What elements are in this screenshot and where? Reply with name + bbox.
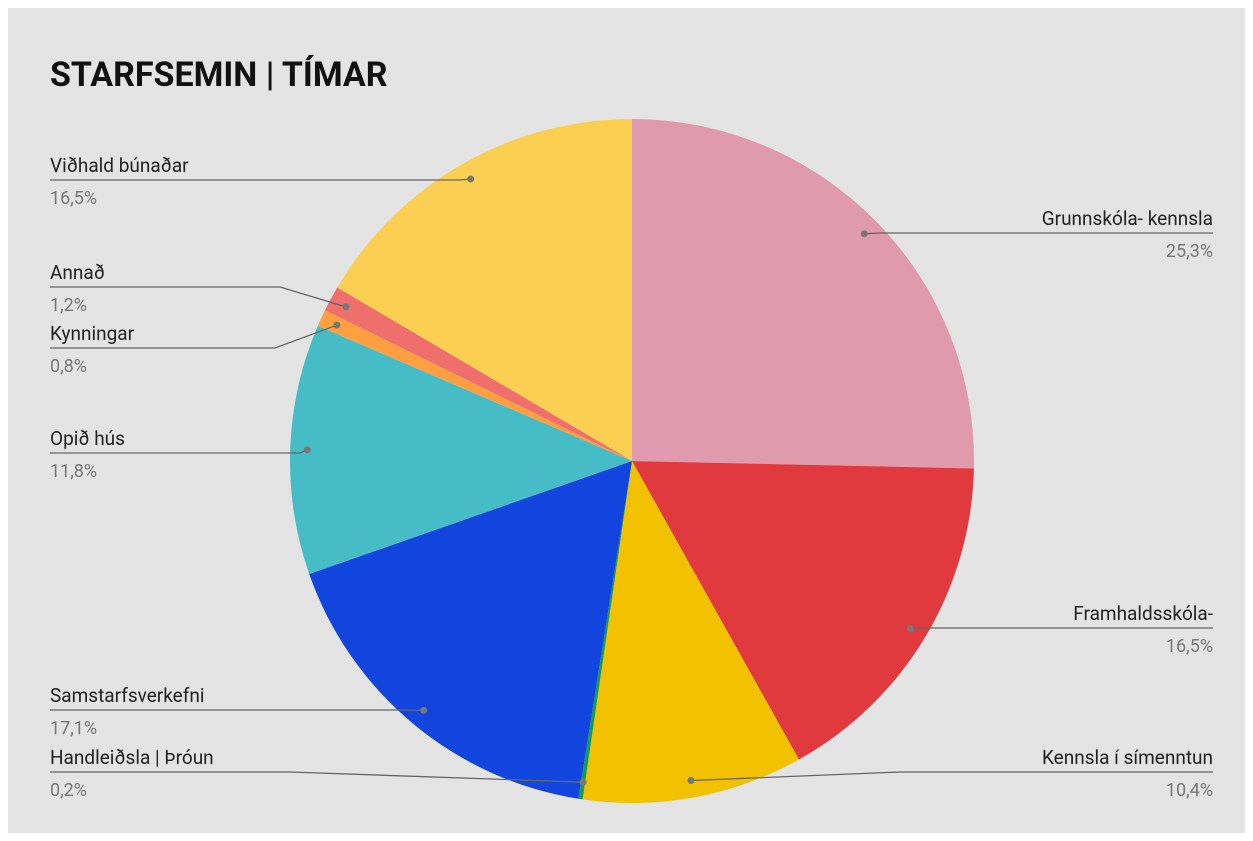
slice-label: Viðhald búnaðar xyxy=(50,154,189,177)
value-label: 1,2% xyxy=(50,295,87,316)
value-label: 16,5% xyxy=(1166,636,1213,657)
value-label: 25,3% xyxy=(1166,241,1213,262)
leader-line xyxy=(50,286,347,308)
leader-dot xyxy=(687,776,695,784)
chart-title: STARFSEMIN | TÍMAR xyxy=(50,55,388,95)
value-label: 11,8% xyxy=(50,461,97,482)
slice-label: Kynningar xyxy=(50,322,135,345)
slice-label: Handleiðsla | Þróun xyxy=(50,746,214,769)
leader-dot xyxy=(333,321,341,329)
slice-label: Grunnskóla- kennsla xyxy=(1042,207,1213,230)
slice-label: Framhaldsskóla- xyxy=(1073,602,1213,625)
value-label: 16,5% xyxy=(50,188,97,209)
slice xyxy=(578,461,632,800)
leader-dot xyxy=(303,446,311,454)
slice-label: Annað xyxy=(50,261,105,284)
leader-line xyxy=(50,178,471,181)
slice xyxy=(290,325,632,575)
slice-label: Samstarfsverkefni xyxy=(50,684,204,707)
slice-label: Opið hús xyxy=(50,427,125,450)
value-label: 10,4% xyxy=(1166,780,1213,801)
leader-dot xyxy=(860,230,868,238)
leader-dot xyxy=(342,303,350,311)
leader-dot xyxy=(467,175,475,183)
leader-line xyxy=(50,324,338,349)
leader-line xyxy=(690,771,1213,782)
slice xyxy=(632,461,974,760)
value-label: 17,1% xyxy=(50,718,97,739)
slice xyxy=(309,461,632,799)
value-label: 0,2% xyxy=(50,780,87,801)
slice xyxy=(632,119,975,469)
slice xyxy=(325,287,632,461)
leader-line xyxy=(864,232,1213,235)
slice xyxy=(337,119,632,461)
slice-label: Kennsla í símenntun xyxy=(1042,746,1213,769)
value-label: 0,8% xyxy=(50,356,87,377)
leader-dot xyxy=(579,778,587,786)
slice xyxy=(317,310,632,461)
leader-dot xyxy=(906,624,914,632)
slice xyxy=(582,461,799,803)
leader-line xyxy=(50,771,584,783)
leader-dot xyxy=(420,706,428,714)
